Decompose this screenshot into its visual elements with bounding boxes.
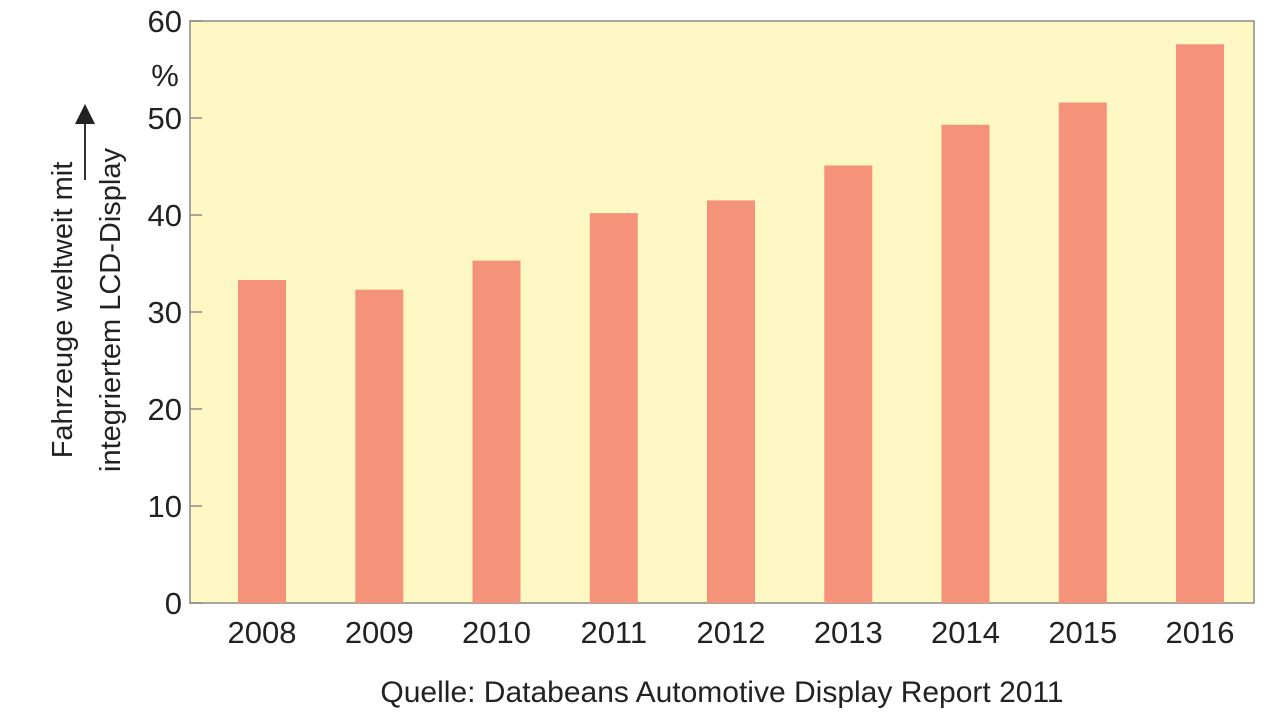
bar-2011 — [589, 213, 638, 603]
bar-2013 — [824, 165, 873, 603]
y-axis-label-line-1: Fahrzeuge weltweit mit — [47, 162, 79, 459]
bar-2016 — [1176, 44, 1224, 604]
bar-2012 — [707, 200, 755, 603]
source-note: Quelle: Databeans Automotive Display Rep… — [380, 676, 1063, 709]
y-tick-label: 40 — [148, 198, 182, 233]
y-tick-label: 20 — [148, 392, 182, 427]
y-tick-label: 50 — [148, 101, 182, 136]
bar-2014 — [941, 124, 990, 604]
y-axis-label: Fahrzeuge weltweit mit integriertem LCD-… — [47, 148, 127, 472]
y-axis-label-line-2: integriertem LCD-Display — [95, 148, 127, 472]
y-axis-ticks: 0 10 20 30 40 50 60 — [148, 4, 202, 621]
x-tick-label: 2016 — [1166, 615, 1235, 650]
bar-2010 — [472, 260, 521, 603]
x-tick-label: 2014 — [931, 615, 1000, 650]
y-axis-arrow — [75, 104, 95, 180]
x-tick-label: 2012 — [697, 615, 766, 650]
x-tick-label: 2009 — [345, 615, 414, 650]
x-tick-label: 2015 — [1048, 615, 1117, 650]
bar-2015 — [1058, 102, 1107, 603]
bar-2009 — [355, 289, 404, 603]
x-tick-label: 2010 — [462, 615, 531, 650]
bar-2008 — [238, 280, 286, 603]
x-tick-label: 2008 — [228, 615, 297, 650]
x-tick-label: 2011 — [580, 615, 647, 650]
x-tick-label: 2013 — [814, 615, 883, 650]
y-axis-unit: % — [151, 58, 179, 93]
y-tick-label: 0 — [165, 586, 182, 621]
bars-group — [238, 44, 1224, 604]
y-tick-label: 60 — [148, 4, 182, 39]
y-tick-label: 30 — [148, 295, 182, 330]
y-tick-label: 10 — [148, 489, 182, 524]
arrow-head-icon — [75, 104, 95, 124]
x-axis-ticks: 2008 2009 2010 2011 2012 2013 2014 2015 2016 — [228, 615, 1235, 650]
